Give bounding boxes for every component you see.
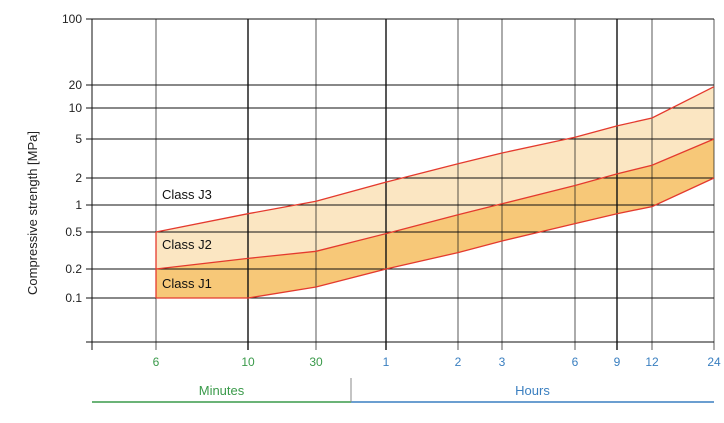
y-tick-label: 1 bbox=[75, 198, 82, 212]
x-axis-groups: Minutes Hours bbox=[92, 378, 714, 403]
x-tick-label: 24 bbox=[707, 355, 721, 369]
y-tick-label: 100 bbox=[62, 12, 82, 26]
y-tick-label: 10 bbox=[69, 101, 83, 115]
group-label-minutes: Minutes bbox=[199, 383, 245, 398]
y-tick-label: 0.2 bbox=[65, 262, 82, 276]
band-label: Class J1 bbox=[162, 276, 212, 291]
x-tick-label: 10 bbox=[241, 355, 255, 369]
band-label: Class J3 bbox=[162, 187, 212, 202]
band-label: Class J2 bbox=[162, 237, 212, 252]
y-tick-label: 5 bbox=[75, 132, 82, 146]
x-tick-label: 9 bbox=[614, 355, 621, 369]
bands bbox=[156, 86, 714, 298]
boundary-upper bbox=[155, 86, 715, 233]
x-tick-label: 12 bbox=[645, 355, 659, 369]
band-labels: Class J3 Class J2 Class J1 bbox=[162, 187, 212, 291]
boundary-middle bbox=[155, 138, 715, 270]
boundary-lower bbox=[156, 177, 715, 299]
x-tick-label: 1 bbox=[383, 355, 390, 369]
x-tick-label: 6 bbox=[572, 355, 579, 369]
x-tick-label: 6 bbox=[153, 355, 160, 369]
x-tick-label: 2 bbox=[455, 355, 462, 369]
group-label-hours: Hours bbox=[515, 383, 550, 398]
x-tick-label: 3 bbox=[499, 355, 506, 369]
y-tick-label: 0.1 bbox=[65, 291, 82, 305]
y-tick-label: 0.5 bbox=[65, 225, 82, 239]
y-tick-label: 20 bbox=[69, 78, 83, 92]
band-lower bbox=[156, 139, 714, 298]
y-axis-ticks: 100 20 10 5 2 1 0.5 0.2 0.1 bbox=[62, 12, 82, 305]
x-tick-label: 30 bbox=[309, 355, 323, 369]
y-axis-title: Compressive strength [MPa] bbox=[25, 131, 40, 295]
x-axis-ticks: 6 10 30 1 2 3 6 9 12 24 bbox=[153, 355, 721, 369]
boundary-lines bbox=[155, 86, 715, 299]
y-tick-label: 2 bbox=[75, 171, 82, 185]
